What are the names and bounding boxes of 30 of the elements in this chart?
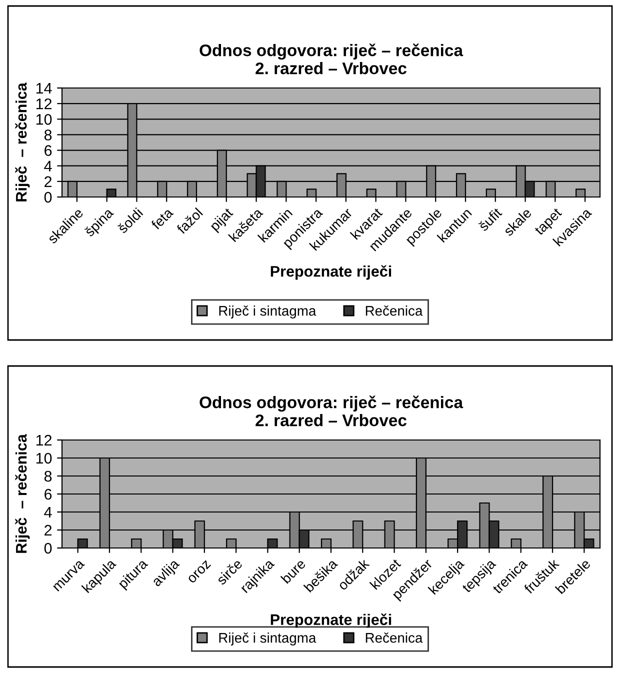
y-tick-label: 6 [44, 145, 52, 156]
y-tick-label: 10 [36, 452, 52, 464]
y-tick-label: 8 [44, 470, 52, 482]
legend-label: Riječ i sintagma [219, 632, 316, 646]
x-tick-label: šufit [478, 206, 503, 232]
x-axis-title: Prepoznate riječi [270, 265, 392, 280]
y-tick-label: 10 [36, 114, 52, 125]
y-tick-label: 0 [44, 192, 52, 203]
legend-label: Riječ i sintagma [219, 306, 316, 318]
x-axis-title: Prepoznate riječi [270, 614, 392, 628]
y-tick-label: 2 [44, 176, 52, 187]
y-tick-label: 0 [44, 542, 52, 554]
y-axis-title: Riječ – rečenica [15, 434, 30, 553]
x-tick-label: oroz [188, 560, 212, 584]
y-tick-label: 4 [44, 507, 52, 518]
y-tick-label: 12 [36, 434, 52, 446]
y-tick-label: 12 [36, 98, 52, 110]
y-tick-label: 6 [44, 488, 52, 500]
chart-title: Odnos odgovora: riječ – rečenica 2. razred – Vrbovec [200, 44, 464, 74]
y-tick-label: 8 [44, 130, 52, 140]
y-tick-label: 2 [44, 524, 52, 536]
legend-label: Rečenica [366, 306, 423, 316]
y-axis-title: Riječ – rečenica [15, 82, 30, 202]
legend-label: Rečenica [366, 632, 423, 643]
x-tick-label: feta [150, 206, 174, 230]
x-tick-label: bure [280, 558, 306, 584]
y-tick-label: 14 [36, 83, 52, 94]
chart-title: Odnos odgovora: riječ – rečenica 2. razred – Vrbovec [200, 396, 464, 426]
x-tick-label: sirče [216, 558, 243, 586]
y-tick-label: 4 [44, 160, 52, 172]
